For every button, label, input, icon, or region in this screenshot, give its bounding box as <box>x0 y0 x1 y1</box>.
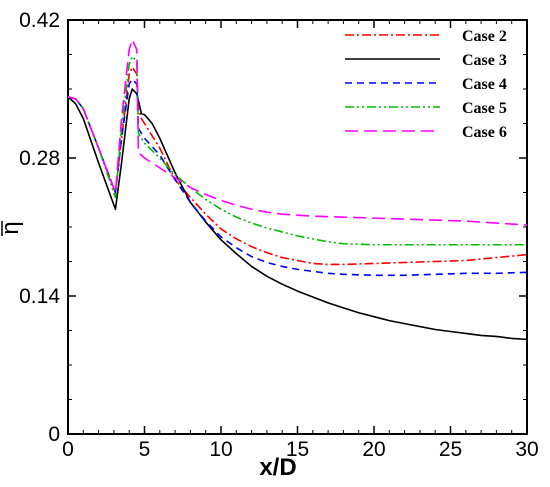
y-axis-title: η <box>0 221 24 234</box>
y-axis-title-group: η <box>0 221 24 236</box>
legend-label: Case 2 <box>462 28 507 45</box>
y-tick-label: 0.14 <box>19 285 60 308</box>
series-line-case-3 <box>67 88 528 341</box>
x-tick-label: 15 <box>286 438 309 461</box>
x-axis-title: x/D <box>259 454 296 481</box>
x-tick-label: 5 <box>139 438 151 461</box>
series-line-case-4 <box>67 78 528 277</box>
y-tick-label: 0 <box>48 423 60 446</box>
series-layer <box>67 38 528 341</box>
x-tick-label: 0 <box>62 438 74 461</box>
series-line-case-5 <box>67 55 527 246</box>
x-tick-label: 10 <box>209 438 232 461</box>
legend-label: Case 4 <box>462 76 507 93</box>
y-axis: 0 0.14 0.28 0.42 <box>19 9 527 446</box>
legend-label: Case 3 <box>462 52 507 69</box>
legend: Case 2 Case 3 Case 4 Case 5 Case 6 <box>345 28 507 141</box>
x-tick-label: 30 <box>515 438 538 461</box>
series-line-case-6 <box>67 38 528 226</box>
y-tick-label: 0.28 <box>19 147 60 170</box>
x-tick-label: 20 <box>362 438 385 461</box>
x-axis: 0 5 10 15 20 25 30 <box>62 20 539 461</box>
y-tick-label: 0.42 <box>19 9 60 32</box>
legend-label: Case 6 <box>462 124 507 141</box>
x-tick-label: 25 <box>439 438 462 461</box>
legend-label: Case 5 <box>462 100 507 117</box>
